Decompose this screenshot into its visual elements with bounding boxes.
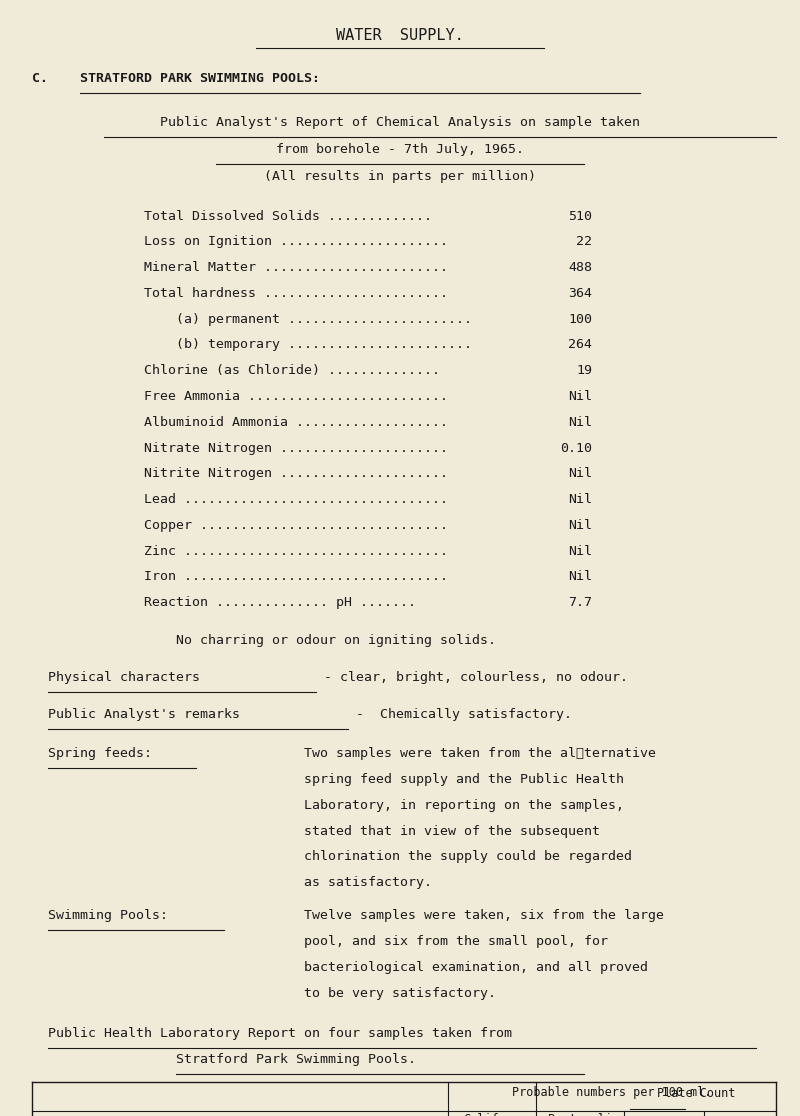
Text: 510: 510 bbox=[568, 210, 592, 222]
Text: 0.10: 0.10 bbox=[560, 442, 592, 454]
Text: Albuminoid Ammonia ...................: Albuminoid Ammonia ................... bbox=[144, 416, 448, 429]
Text: 22: 22 bbox=[576, 235, 592, 249]
Text: Physical characters: Physical characters bbox=[48, 671, 200, 684]
Text: 19: 19 bbox=[576, 364, 592, 377]
Text: (All results in parts per million): (All results in parts per million) bbox=[264, 171, 536, 183]
Text: Nil: Nil bbox=[568, 545, 592, 558]
Text: (a) permanent .......................: (a) permanent ....................... bbox=[176, 312, 472, 326]
Text: Chlorine (as Chloride) ..............: Chlorine (as Chloride) .............. bbox=[144, 364, 440, 377]
Text: STRATFORD PARK SWIMMING POOLS:: STRATFORD PARK SWIMMING POOLS: bbox=[80, 73, 320, 85]
Text: Loss on Ignition .....................: Loss on Ignition ..................... bbox=[144, 235, 448, 249]
Text: Nil: Nil bbox=[568, 468, 592, 480]
Text: 364: 364 bbox=[568, 287, 592, 300]
Text: to be very satisfactory.: to be very satisfactory. bbox=[304, 987, 496, 1000]
Text: Public Health Laboratory Report on four samples taken from: Public Health Laboratory Report on four … bbox=[48, 1027, 512, 1040]
Text: Mineral Matter .......................: Mineral Matter ....................... bbox=[144, 261, 448, 275]
Text: Nil: Nil bbox=[568, 416, 592, 429]
Text: Spring feeds:: Spring feeds: bbox=[48, 748, 152, 760]
Text: Plate Count: Plate Count bbox=[657, 1087, 735, 1100]
Text: Coliform: Coliform bbox=[463, 1113, 521, 1116]
Text: 100: 100 bbox=[568, 312, 592, 326]
Text: Two samples were taken from the al⁠ternative: Two samples were taken from the al⁠terna… bbox=[304, 748, 656, 760]
Text: (b) temporary .......................: (b) temporary ....................... bbox=[176, 338, 472, 352]
Text: Copper ...............................: Copper ............................... bbox=[144, 519, 448, 532]
Text: 264: 264 bbox=[568, 338, 592, 352]
Text: Nitrate Nitrogen .....................: Nitrate Nitrogen ..................... bbox=[144, 442, 448, 454]
Text: bacteriological examination, and all proved: bacteriological examination, and all pro… bbox=[304, 961, 648, 974]
Text: Bact.coli: Bact.coli bbox=[548, 1113, 612, 1116]
Text: Nitrite Nitrogen .....................: Nitrite Nitrogen ..................... bbox=[144, 468, 448, 480]
Text: spring feed supply and the Public Health: spring feed supply and the Public Health bbox=[304, 773, 624, 786]
Text: as satisfactory.: as satisfactory. bbox=[304, 876, 432, 889]
Text: from borehole - 7th July, 1965.: from borehole - 7th July, 1965. bbox=[276, 143, 524, 156]
Text: Lead .................................: Lead ................................. bbox=[144, 493, 448, 507]
Text: Nil: Nil bbox=[568, 570, 592, 584]
Text: C.: C. bbox=[32, 73, 48, 85]
Text: Free Ammonia .........................: Free Ammonia ......................... bbox=[144, 391, 448, 403]
Text: 7.7: 7.7 bbox=[568, 596, 592, 609]
Text: Total Dissolved Solids .............: Total Dissolved Solids ............. bbox=[144, 210, 432, 222]
Text: Iron .................................: Iron ................................. bbox=[144, 570, 448, 584]
Text: Reaction .............. pH .......: Reaction .............. pH ....... bbox=[144, 596, 416, 609]
Text: Twelve samples were taken, six from the large: Twelve samples were taken, six from the … bbox=[304, 910, 664, 922]
Text: stated that in view of the subsequent: stated that in view of the subsequent bbox=[304, 825, 600, 838]
Text: Zinc .................................: Zinc ................................. bbox=[144, 545, 448, 558]
Text: Nil: Nil bbox=[568, 519, 592, 532]
Text: Nil: Nil bbox=[568, 391, 592, 403]
Text: Laboratory, in reporting on the samples,: Laboratory, in reporting on the samples, bbox=[304, 799, 624, 811]
Text: Probable numbers per 100 ml.: Probable numbers per 100 ml. bbox=[512, 1086, 712, 1099]
Text: 488: 488 bbox=[568, 261, 592, 275]
Text: Total hardness .......................: Total hardness ....................... bbox=[144, 287, 448, 300]
Text: WATER  SUPPLY.: WATER SUPPLY. bbox=[336, 28, 464, 42]
Text: Nil: Nil bbox=[568, 493, 592, 507]
Text: - clear, bright, colourless, no odour.: - clear, bright, colourless, no odour. bbox=[316, 671, 628, 684]
Text: chlorination the supply could be regarded: chlorination the supply could be regarde… bbox=[304, 850, 632, 864]
Text: Swimming Pools:: Swimming Pools: bbox=[48, 910, 168, 922]
Text: pool, and six from the small pool, for: pool, and six from the small pool, for bbox=[304, 935, 608, 949]
Text: Public Analyst's Report of Chemical Analysis on sample taken: Public Analyst's Report of Chemical Anal… bbox=[160, 116, 640, 129]
Text: -  Chemically satisfactory.: - Chemically satisfactory. bbox=[348, 708, 572, 721]
Text: No charring or odour on igniting solids.: No charring or odour on igniting solids. bbox=[176, 634, 496, 647]
Text: Public Analyst's remarks: Public Analyst's remarks bbox=[48, 708, 240, 721]
Text: Stratford Park Swimming Pools.: Stratford Park Swimming Pools. bbox=[176, 1054, 416, 1066]
